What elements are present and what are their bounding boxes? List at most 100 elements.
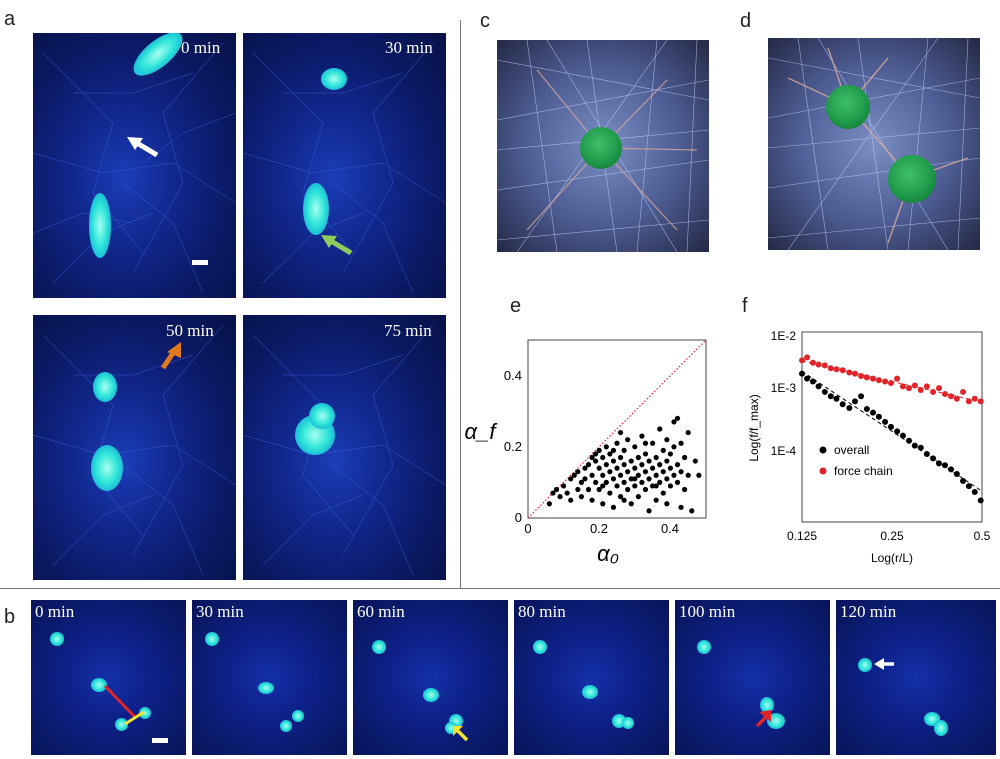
data-point [642,469,649,475]
y-tick-label: 1E-4 [771,444,797,458]
cell [697,640,711,654]
cell [858,658,872,672]
data-point [582,476,588,482]
data-point [642,440,649,446]
data-point [578,494,584,500]
data-point [578,479,584,485]
data-point [685,429,691,436]
fiber-network [243,324,446,576]
panel-letter-e: e [510,295,522,317]
data-point [589,497,595,503]
cell [205,632,219,646]
white-arrow-icon [127,137,159,158]
data-point [585,462,592,468]
particle [580,127,622,169]
data-point [858,393,865,400]
fiber-network [33,324,236,576]
data-point [553,486,560,493]
data-point [617,454,624,461]
white-arrow-icon [874,658,894,670]
data-point [625,469,631,475]
data-point [882,378,889,385]
y-tick-label: 1E-2 [771,329,797,343]
data-point [674,479,681,485]
time-label: 0 min [181,38,221,57]
data-point [653,472,659,478]
data-point [550,490,556,496]
data-point [628,476,634,482]
data-point [600,472,606,478]
data-point [635,494,641,500]
data-point [593,458,599,464]
data-point [971,489,978,496]
data-point [851,398,858,405]
data-point [632,476,638,482]
panel-b-frame-5: 100 min [675,600,830,755]
scatter-chart-e: 0 0.2 0.4 0 0.2 0.4 α₀ α_f [465,339,707,566]
data-point [635,454,641,461]
cell [50,632,64,646]
data-point [667,451,673,457]
y-tick-label: 1E-3 [771,381,797,395]
cell [582,685,598,699]
x-axis-label: Log(r/L) [871,551,913,565]
data-point [657,426,663,432]
data-point [593,451,599,457]
data-point [953,471,960,478]
data-point [657,479,663,485]
data-point [971,395,978,402]
data-point [667,483,673,489]
data-point [948,466,955,473]
data-point [653,483,659,489]
panel-b-frame-6: 120 min [836,600,996,755]
data-point [899,383,906,390]
green-arrow-icon [321,235,353,256]
data-point [575,486,581,493]
time-label: 50 min [166,321,214,340]
data-point [607,469,613,475]
data-point [935,460,942,467]
time-label: 0 min [35,602,75,621]
data-point [589,454,595,461]
cell [258,682,274,694]
data-point [610,458,617,464]
panel-b-frame-2: 30 min [192,600,347,755]
panel-b-frame-4: 80 min [514,600,669,755]
cell-lower [89,193,111,258]
data-point [839,401,846,408]
data-point [614,465,620,471]
data-point [827,365,834,372]
cell [934,720,948,736]
y-tick-label: 0.2 [504,439,522,454]
data-point [600,483,606,489]
cell [280,720,292,732]
x-tick-label: 0.4 [661,521,679,536]
data-point [568,476,574,482]
data-point [846,369,853,376]
cell-upper [321,68,347,90]
data-point [696,472,702,478]
x-tick-label: 0 [524,521,531,536]
data-point [692,458,698,464]
panel-b-frame-1: 0 min [31,600,186,755]
time-label: 100 min [679,602,736,621]
data-point [809,359,816,366]
data-point [650,465,656,471]
data-point [870,409,877,416]
data-point [671,419,677,425]
legend-marker-overall [819,446,827,454]
data-point [568,497,574,503]
data-point [607,451,613,457]
data-point [593,479,599,485]
data-point [821,388,828,395]
panel-a-frame-2: 30 min [243,33,446,298]
data-point [575,469,581,475]
data-point [660,490,666,496]
particle [826,85,870,129]
data-point [682,454,688,461]
panel-letter-f: f [742,295,748,317]
data-point [617,494,624,500]
data-point [603,479,609,485]
data-point [965,483,972,490]
red-arrow-icon [755,710,771,728]
